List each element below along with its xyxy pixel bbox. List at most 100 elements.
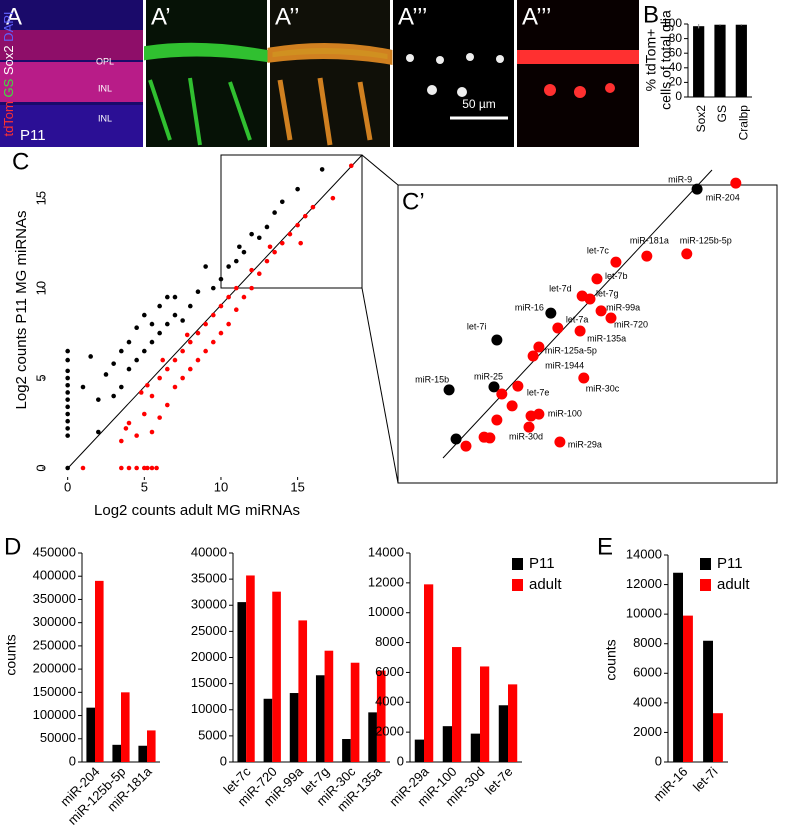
point [218, 276, 224, 282]
stain-labels: tdTom GS Sox2 DAPI [1, 11, 16, 136]
point [584, 293, 596, 305]
point [103, 372, 109, 377]
x-axis-label: Log2 counts adult MG miRNAs [94, 502, 300, 519]
point [165, 366, 170, 372]
point-label: let-7b [605, 271, 628, 281]
y-tick-label: 0 [655, 753, 662, 768]
point [149, 393, 155, 399]
point [237, 244, 242, 250]
x-tick-label: 10 [214, 479, 228, 494]
point [295, 222, 300, 228]
point [126, 465, 132, 471]
bar [138, 745, 147, 762]
bar [237, 602, 247, 762]
y-tick-label: 8000 [633, 635, 662, 650]
stain-label: Sox2 [1, 45, 16, 75]
point [545, 307, 557, 319]
point-label: miR-99a [606, 302, 640, 312]
point [319, 167, 325, 172]
y-axis-label: counts [603, 639, 619, 680]
y-axis-label: Log2 counts P11 MG miRNAs [13, 211, 30, 410]
point-label: miR-16 [515, 303, 544, 313]
point [348, 163, 354, 169]
y-tick-label: 20000 [191, 649, 227, 664]
bar [368, 712, 377, 762]
point [554, 436, 566, 448]
y-tick-label: 12000 [626, 576, 662, 591]
point [172, 357, 178, 363]
y-tick-label: 2000 [375, 724, 404, 739]
point [241, 249, 247, 255]
y-tick-label: 40000 [191, 544, 227, 559]
point [149, 321, 155, 327]
point [591, 273, 603, 285]
point [256, 235, 262, 241]
point [142, 411, 147, 417]
point [460, 440, 472, 452]
y-tick-label: 0 [69, 753, 76, 768]
bar [713, 713, 723, 762]
bar [442, 726, 452, 762]
point [142, 348, 147, 354]
y-tick-label: 14000 [368, 544, 404, 559]
point [264, 224, 270, 230]
point [157, 330, 162, 336]
point [65, 411, 70, 417]
stain-label: GS [1, 78, 16, 97]
point [730, 177, 742, 189]
bar [508, 684, 518, 762]
point [180, 375, 185, 381]
point [488, 381, 500, 393]
point [160, 357, 166, 363]
x-tick-label: miR-16 [650, 764, 690, 804]
point [330, 195, 336, 201]
legend-label: adult [717, 576, 750, 593]
point-label: let-7i [467, 321, 487, 331]
point-label: miR-30d [509, 432, 543, 442]
point-label: miR-25 [474, 371, 503, 381]
point [80, 384, 86, 390]
panel-label: A’’’ [522, 3, 551, 30]
point [578, 372, 590, 384]
bar [324, 650, 334, 762]
y-tick-label: 0 [220, 753, 227, 768]
point [165, 321, 170, 327]
legend-swatch [512, 558, 523, 570]
y-tick-label: 60 [669, 45, 683, 59]
point [138, 390, 144, 395]
y-tick-label: 300000 [33, 614, 76, 629]
legend-label: P11 [717, 555, 743, 572]
y-tick-label: 15 [33, 191, 48, 205]
point [195, 357, 201, 363]
point [65, 418, 70, 424]
legend-swatch [512, 579, 523, 591]
x-tick-label: 0 [64, 479, 71, 494]
image-band [0, 30, 143, 60]
point [188, 339, 193, 345]
bar [147, 730, 156, 762]
y-tick-label: 100000 [33, 707, 76, 722]
point [226, 321, 231, 327]
bar [480, 666, 490, 762]
point [272, 249, 277, 255]
point [111, 361, 116, 366]
point [203, 321, 208, 327]
image-cells [517, 50, 639, 98]
point [218, 303, 224, 309]
point [210, 339, 216, 345]
point [506, 400, 518, 412]
y-tick-label: 6000 [375, 664, 404, 679]
bar [350, 662, 360, 762]
point [157, 415, 162, 420]
point-label: let-7g [596, 288, 619, 298]
point [491, 334, 503, 346]
panel-label: A’’’ [398, 3, 427, 30]
image-glia [144, 42, 269, 146]
x-tick-label: 5 [141, 479, 148, 494]
bar [498, 705, 508, 762]
x-tick-label: GS [715, 105, 729, 122]
point [65, 426, 70, 431]
y-tick-label: 0 [675, 89, 682, 103]
point [111, 393, 116, 399]
